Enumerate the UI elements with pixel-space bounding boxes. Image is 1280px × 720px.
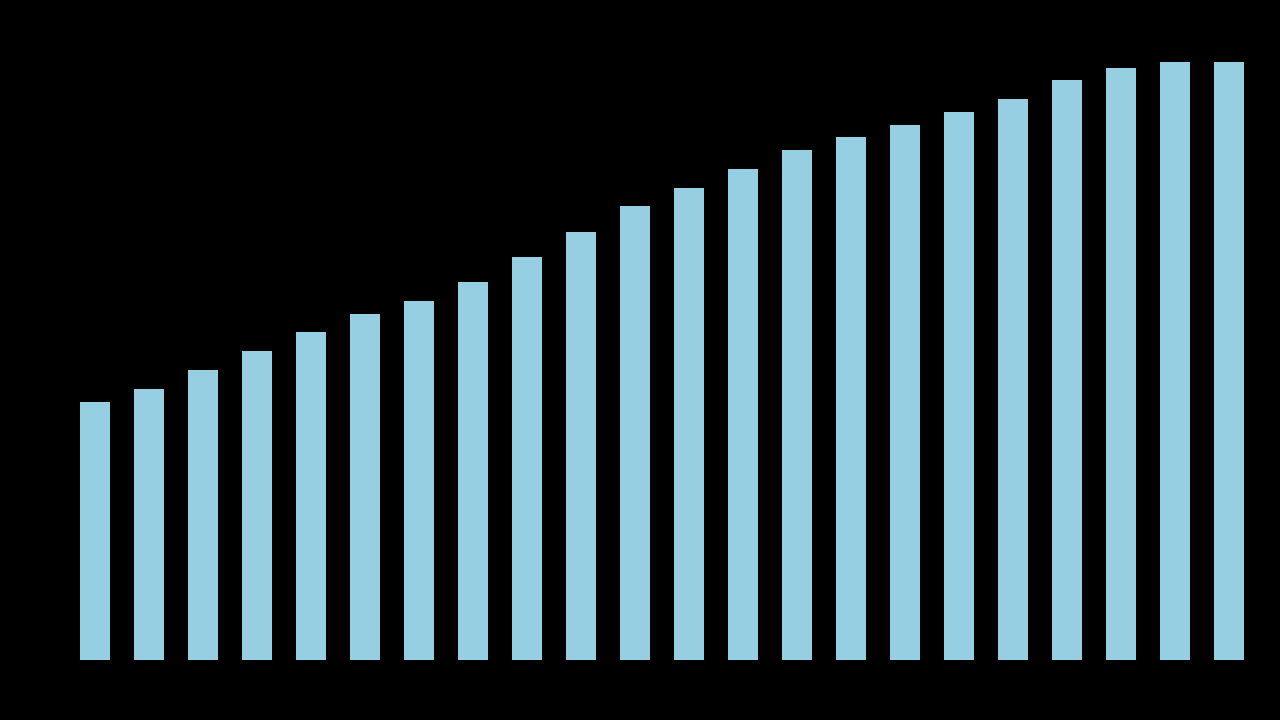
bar xyxy=(944,112,974,660)
bar xyxy=(728,169,758,660)
bar xyxy=(998,99,1028,660)
bar xyxy=(458,282,488,660)
bar xyxy=(296,332,326,660)
bar xyxy=(134,389,164,660)
bar xyxy=(620,206,650,660)
bar xyxy=(890,125,920,661)
bar xyxy=(350,314,380,661)
bar xyxy=(1160,62,1190,661)
bar xyxy=(782,150,812,660)
bar xyxy=(836,137,866,660)
bar xyxy=(1052,80,1082,660)
bar xyxy=(242,351,272,660)
bar xyxy=(188,370,218,660)
bar xyxy=(80,402,110,660)
bar xyxy=(566,232,596,660)
bar xyxy=(512,257,542,660)
bar-chart xyxy=(0,0,1280,720)
bar xyxy=(674,188,704,661)
bar xyxy=(404,301,434,660)
bar xyxy=(1106,68,1136,660)
bar xyxy=(1214,62,1244,661)
